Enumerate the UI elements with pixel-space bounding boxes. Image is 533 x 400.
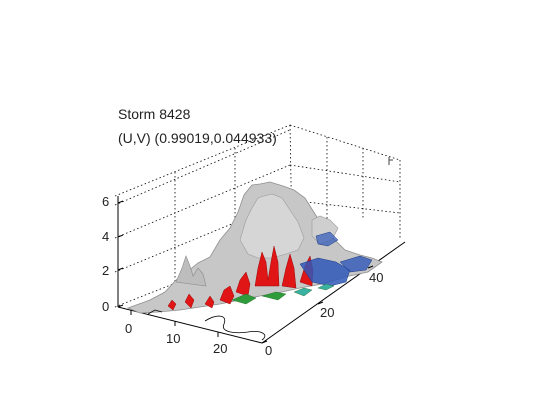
chart-title: Storm 8428 (118, 106, 191, 122)
y-tick-mark (261, 340, 268, 344)
x-tick-label: 0 (125, 321, 133, 336)
surface (126, 181, 383, 314)
y-tick-mark (317, 301, 324, 305)
surface-peak (239, 193, 305, 259)
red-blob (184, 293, 195, 309)
grid-line (114, 124, 291, 197)
green-blob (293, 287, 313, 297)
blue-blob (339, 255, 373, 273)
blue-blob (315, 231, 339, 247)
blue-isosurface (299, 231, 373, 287)
red-blob (219, 285, 235, 305)
red-blob (254, 245, 280, 287)
floor-contour (204, 315, 266, 341)
green-blob (261, 291, 287, 301)
grid-line (289, 124, 401, 161)
y-tick-mark (367, 265, 374, 269)
z-tick-mark (117, 267, 124, 271)
z-tick-label: 2 (102, 263, 110, 278)
green-isosurface (231, 283, 335, 305)
green-blob (231, 293, 257, 305)
z-ticks (117, 200, 124, 308)
y-tick-label: 20 (320, 305, 335, 320)
red-blob (204, 295, 215, 309)
x-tick-label: 20 (213, 341, 228, 356)
red-blob (281, 253, 297, 289)
surface-ridge (175, 255, 207, 287)
z-tick-label: 0 (102, 299, 110, 314)
grid-line (289, 199, 401, 214)
floor-contour (147, 309, 163, 315)
y-axis-line (261, 241, 406, 344)
y-tick-label: 40 (369, 270, 384, 285)
z-tick-label: 6 (102, 194, 110, 209)
grid-line (289, 164, 401, 183)
x-ticks (130, 310, 219, 337)
x-tick-label: 10 (166, 331, 181, 346)
y-tick-label: 0 (265, 343, 273, 358)
green-blob (317, 283, 335, 291)
z-tick-label: 4 (102, 229, 110, 244)
blue-blob (299, 257, 351, 287)
chart-subtitle: (U,V) (0.99019,0.044933) (118, 130, 277, 146)
z-tick-mark (117, 304, 124, 308)
z-tick-mark (117, 200, 124, 204)
red-blob (167, 299, 177, 311)
z-tick-mark (117, 234, 124, 238)
y-ticks (261, 265, 374, 344)
